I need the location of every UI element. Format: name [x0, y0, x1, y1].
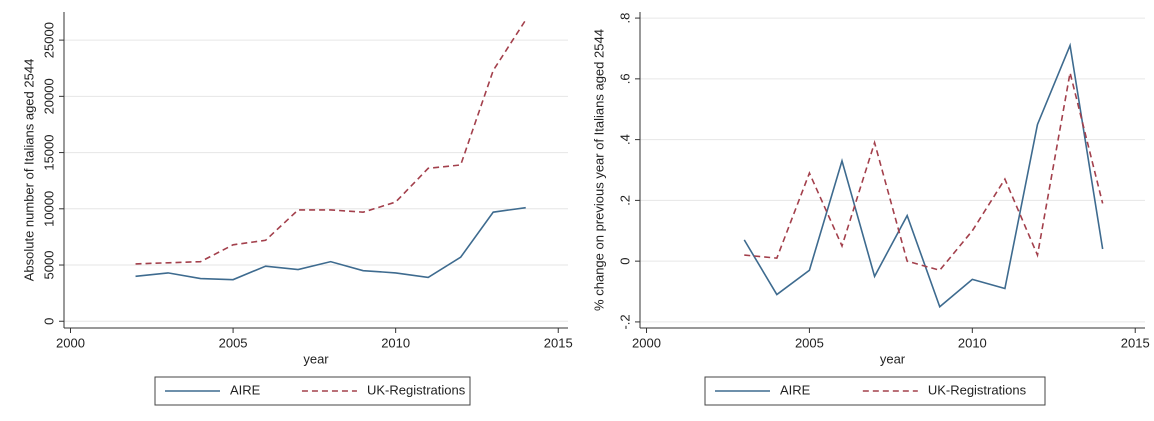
- plot-area: [64, 12, 568, 328]
- x-tick-label: 2015: [544, 335, 573, 350]
- x-tick-label: 2015: [1121, 335, 1150, 350]
- x-axis-label: year: [880, 351, 906, 366]
- line-series: [743, 42, 1104, 309]
- y-tick-label: 20000: [41, 78, 56, 114]
- legend-label: AIRE: [230, 382, 261, 397]
- x-tick-label: 2000: [56, 335, 85, 350]
- y-tick-label: 15000: [41, 134, 56, 170]
- y-tick-label: 5000: [41, 251, 56, 280]
- y-tick-label: 25000: [41, 22, 56, 58]
- y-tick-label: 0: [41, 318, 56, 325]
- line-series: [135, 19, 527, 265]
- legend-label: UK-Registrations: [928, 382, 1027, 397]
- x-tick-label: 2005: [219, 335, 248, 350]
- legend-label: UK-Registrations: [367, 382, 466, 397]
- legend-label: AIRE: [780, 382, 811, 397]
- y-axis-label: Absolute number of Italians aged 2544: [21, 59, 36, 282]
- y-tick-label: 10000: [41, 191, 56, 227]
- line-series: [744, 72, 1104, 272]
- y-tick-label: .2: [617, 195, 632, 206]
- plot-area: [640, 12, 1145, 328]
- x-tick-label: 2010: [958, 335, 987, 350]
- x-tick-label: 2005: [795, 335, 824, 350]
- y-tick-label: -.2: [617, 314, 632, 329]
- y-tick-label: .6: [617, 73, 632, 84]
- x-tick-label: 2010: [381, 335, 410, 350]
- x-axis-label: year: [303, 351, 329, 366]
- line-series: [135, 206, 526, 281]
- y-tick-label: .8: [617, 13, 632, 24]
- y-tick-label: .4: [617, 134, 632, 145]
- y-tick-label: 0: [617, 258, 632, 265]
- y-axis-label: % change on previous year of Italians ag…: [591, 29, 606, 311]
- x-tick-label: 2000: [632, 335, 661, 350]
